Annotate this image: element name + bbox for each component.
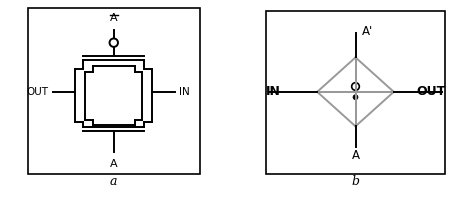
Bar xyxy=(27,8,200,174)
Text: OUT: OUT xyxy=(27,87,49,97)
Text: A: A xyxy=(110,159,118,169)
Text: a: a xyxy=(110,175,118,188)
Circle shape xyxy=(352,83,359,90)
Text: IN: IN xyxy=(179,87,190,97)
Text: b: b xyxy=(352,175,359,188)
Circle shape xyxy=(353,95,358,100)
Text: A': A' xyxy=(362,25,374,38)
Bar xyxy=(265,11,446,174)
Text: OUT: OUT xyxy=(416,85,446,98)
Text: IN: IN xyxy=(265,85,281,98)
Text: A: A xyxy=(110,13,118,23)
Text: A: A xyxy=(352,149,359,161)
